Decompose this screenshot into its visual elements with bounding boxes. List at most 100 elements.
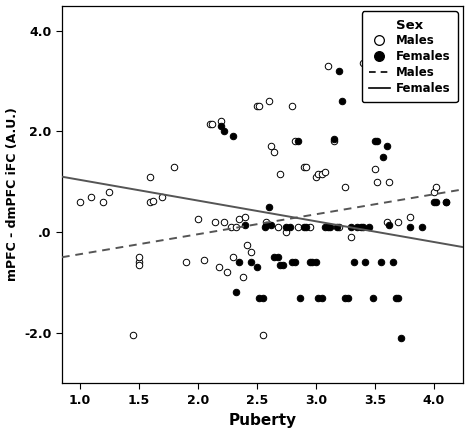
Point xyxy=(261,224,269,230)
Point xyxy=(224,269,231,276)
Point xyxy=(386,221,393,228)
Legend: Males, Females, Males, Females: Males, Females, Males, Females xyxy=(362,11,458,102)
Point xyxy=(232,289,239,296)
Point xyxy=(407,214,414,220)
Point xyxy=(259,332,266,339)
Point xyxy=(99,198,107,205)
Point xyxy=(271,148,278,155)
Point xyxy=(263,221,270,228)
Point xyxy=(395,219,402,226)
Point xyxy=(312,259,319,266)
Point xyxy=(348,224,355,230)
Point xyxy=(274,224,282,230)
Point xyxy=(218,123,225,130)
Point xyxy=(324,224,332,230)
Point xyxy=(232,224,239,230)
Point xyxy=(239,274,246,281)
Point xyxy=(430,198,438,205)
Point xyxy=(247,249,255,256)
Point xyxy=(253,264,260,271)
Point xyxy=(348,233,355,240)
Point xyxy=(377,259,385,266)
Point xyxy=(314,294,322,301)
Point xyxy=(227,224,234,230)
Point xyxy=(386,178,393,185)
Point xyxy=(389,259,396,266)
Point xyxy=(295,138,302,145)
Point xyxy=(256,294,263,301)
Point xyxy=(243,241,251,248)
Point xyxy=(373,178,381,185)
Point xyxy=(326,224,334,230)
Point xyxy=(253,103,260,110)
Point xyxy=(309,259,316,266)
Point xyxy=(259,294,266,301)
Point xyxy=(357,224,364,230)
Point xyxy=(170,163,178,170)
Point xyxy=(220,219,227,226)
Point xyxy=(371,166,378,173)
Point xyxy=(135,261,143,268)
Point xyxy=(318,294,325,301)
Point xyxy=(282,224,290,230)
Point xyxy=(288,103,296,110)
Point xyxy=(369,294,376,301)
Point xyxy=(295,224,302,230)
Point xyxy=(324,62,332,69)
Point xyxy=(373,138,381,145)
Point xyxy=(336,68,343,75)
Point xyxy=(330,135,337,142)
Point xyxy=(442,198,449,205)
Point xyxy=(147,173,154,180)
Point xyxy=(442,198,449,205)
Point xyxy=(359,224,367,230)
Point xyxy=(365,224,373,230)
Point xyxy=(229,133,237,140)
Point xyxy=(247,259,255,266)
Point xyxy=(206,120,213,127)
Point xyxy=(76,198,83,205)
Point xyxy=(267,221,275,228)
Point xyxy=(291,259,298,266)
Point xyxy=(208,120,216,127)
Point xyxy=(218,118,225,125)
Point xyxy=(383,143,390,150)
Point xyxy=(149,197,157,204)
Point xyxy=(215,264,223,271)
Point xyxy=(306,224,314,230)
Point xyxy=(282,229,290,236)
Point xyxy=(279,261,287,268)
Point xyxy=(341,183,349,190)
Point xyxy=(432,183,440,190)
Point xyxy=(430,188,438,195)
Point xyxy=(383,219,390,226)
Point xyxy=(235,216,243,223)
Point xyxy=(371,138,378,145)
Point xyxy=(341,294,349,301)
Point xyxy=(350,259,357,266)
Point xyxy=(265,98,272,105)
Point xyxy=(220,128,227,135)
Point xyxy=(330,138,337,145)
Point xyxy=(306,259,314,266)
Point xyxy=(303,224,310,230)
Point xyxy=(200,256,207,263)
Point xyxy=(277,261,284,268)
Point xyxy=(318,171,325,178)
Point xyxy=(129,332,136,339)
Point xyxy=(235,259,243,266)
Point xyxy=(241,221,249,228)
Point xyxy=(182,259,189,266)
Point xyxy=(135,254,143,261)
Point xyxy=(300,224,308,230)
Point xyxy=(263,219,270,226)
Point xyxy=(267,143,275,150)
Point xyxy=(88,194,95,201)
Point xyxy=(395,294,402,301)
Point xyxy=(300,163,308,170)
Point xyxy=(407,224,414,230)
Point xyxy=(362,259,369,266)
Point xyxy=(241,214,249,220)
Point xyxy=(303,163,310,170)
Point xyxy=(271,254,278,261)
